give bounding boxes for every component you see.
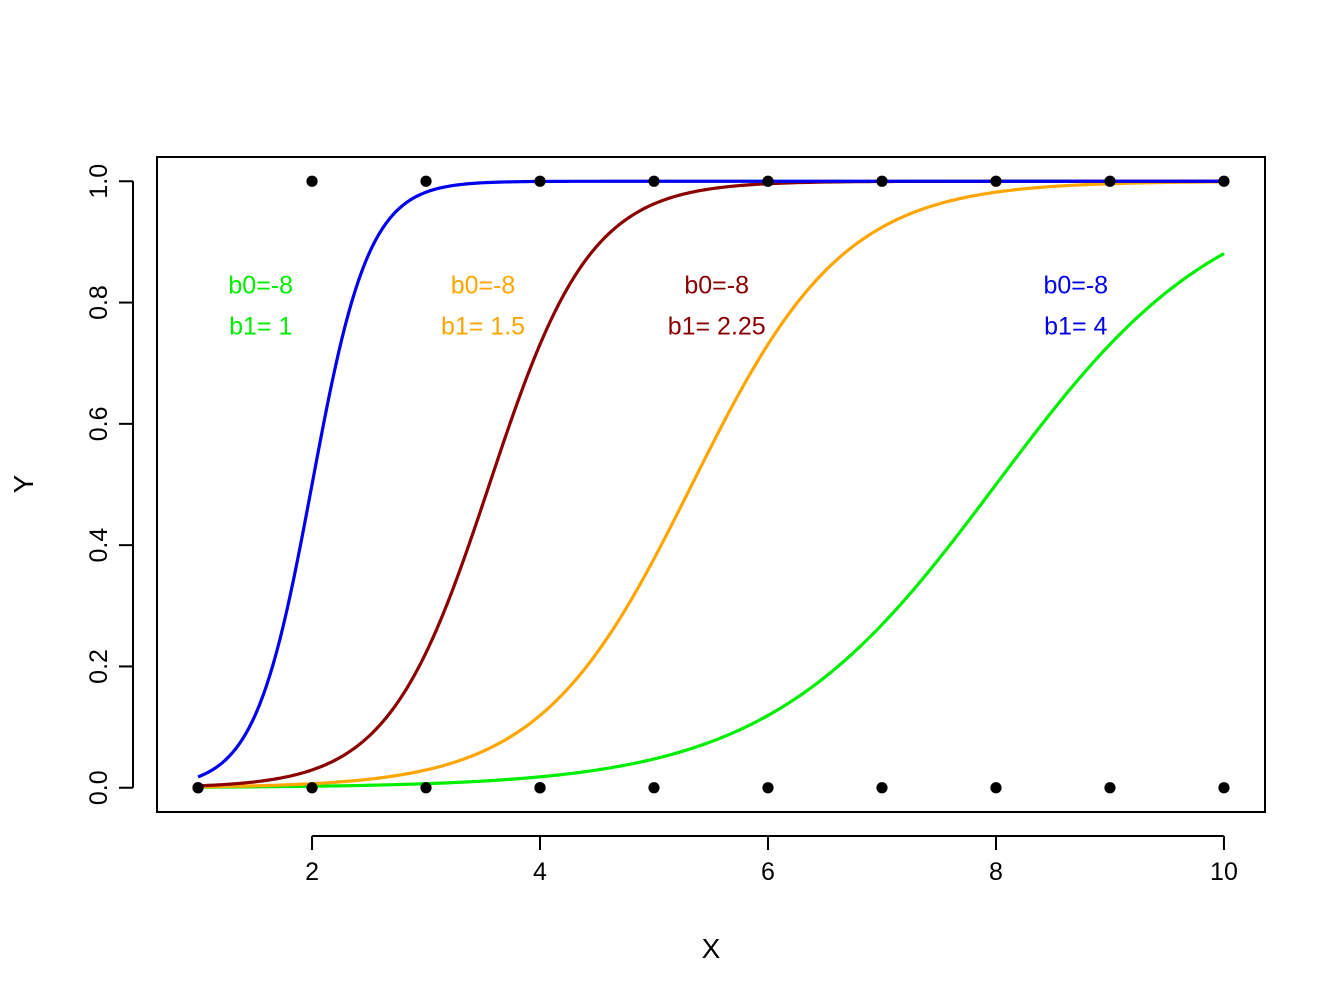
y-tick-label: 0.0: [85, 770, 113, 805]
curve-label-b0: b0=-8: [228, 272, 293, 300]
y-tick-label: 0.2: [85, 649, 113, 684]
data-point: [762, 782, 774, 794]
data-point: [648, 175, 660, 187]
x-tick-label: 8: [989, 858, 1003, 886]
x-tick-label: 2: [305, 858, 319, 886]
points-layer: [192, 175, 1230, 794]
x-tick-label: 6: [761, 858, 775, 886]
y-tick-label: 0.6: [85, 406, 113, 441]
curve-label-b1: b1= 1: [229, 313, 292, 341]
data-point: [534, 782, 546, 794]
curve-b1-1_5: [198, 180, 1224, 789]
data-point: [990, 175, 1002, 187]
data-point: [306, 175, 318, 187]
data-point: [990, 782, 1002, 794]
data-point: [192, 782, 204, 794]
y-tick-label: 0.4: [85, 528, 113, 563]
data-point: [534, 175, 546, 187]
y-tick-label: 0.8: [85, 285, 113, 320]
data-point: [1218, 175, 1230, 187]
curve-label-b0: b0=-8: [1043, 272, 1108, 300]
data-point: [648, 782, 660, 794]
data-point: [876, 782, 888, 794]
x-tick-label: 4: [533, 858, 547, 886]
curve-label-b0: b0=-8: [451, 272, 516, 300]
data-point: [306, 782, 318, 794]
x-tick-label: 10: [1210, 858, 1238, 886]
data-point: [876, 175, 888, 187]
data-point: [420, 175, 432, 187]
data-point: [1218, 782, 1230, 794]
data-point: [420, 782, 432, 794]
curve-label-b1: b1= 2.25: [668, 313, 766, 341]
x-axis: 2 4 6 8 10: [305, 835, 1238, 886]
x-axis-title: X: [702, 933, 721, 964]
curve-b1-1: [198, 252, 1225, 789]
y-tick-label: 1.0: [85, 164, 113, 199]
plot-frame: [156, 156, 1266, 813]
curve-labels-layer: b0=-8 b1= 1 b0=-8 b1= 1.5 b0=-8 b1= 2.25 b0=-8…: [228, 272, 1108, 341]
curve-label-b1: b1= 4: [1044, 313, 1107, 341]
y-axis-title: Y: [8, 474, 39, 493]
data-point: [1104, 175, 1116, 187]
curves-layer: [197, 179, 1225, 789]
data-point: [762, 175, 774, 187]
curve-label-b0: b0=-8: [684, 272, 749, 300]
curve-label-b1: b1= 1.5: [441, 313, 525, 341]
y-axis: 0.0 0.2 0.4 0.6 0.8 1.0: [85, 164, 134, 805]
curve-b1-4: [197, 179, 1224, 779]
data-point: [1104, 782, 1116, 794]
